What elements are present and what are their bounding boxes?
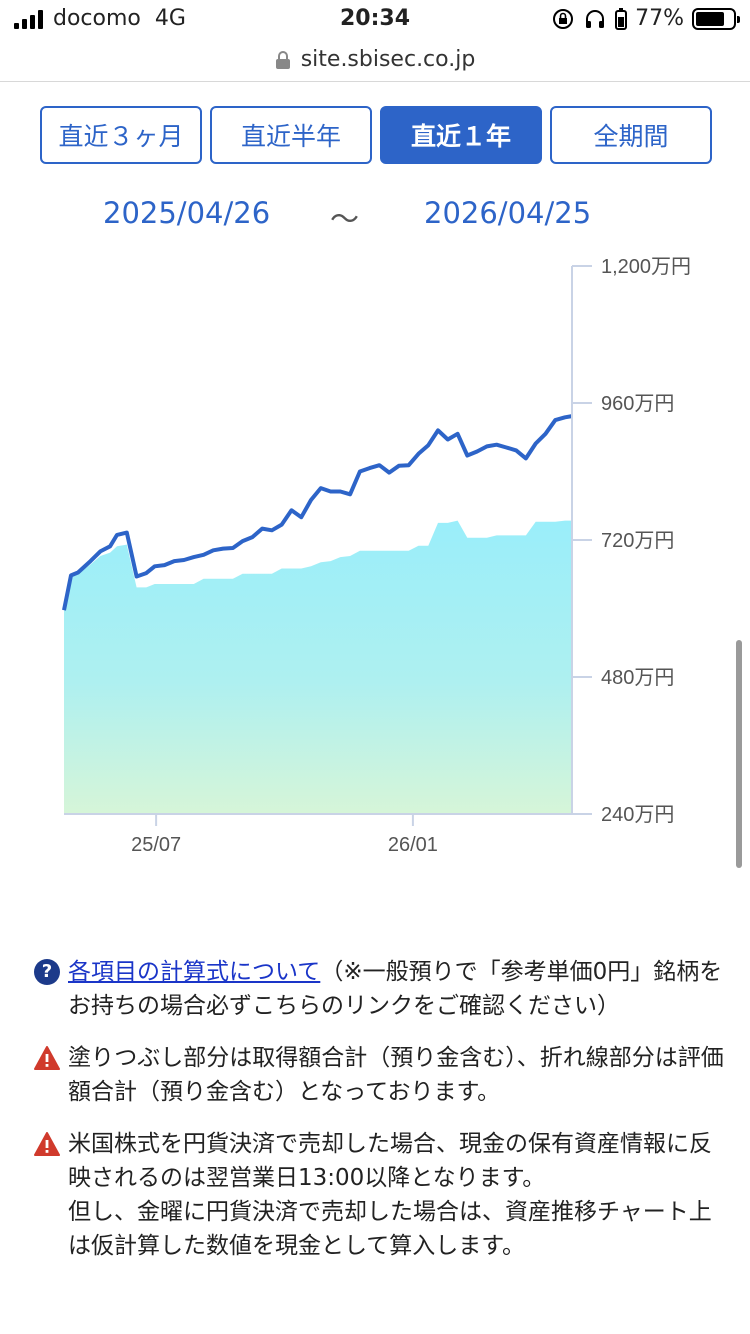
date-to[interactable]: 2026/04/25	[424, 196, 592, 230]
acquisition-area	[64, 520, 572, 814]
y-tick-label: 960万円	[601, 393, 674, 415]
warning-icon	[34, 1046, 60, 1070]
note-chart-legend: 塗りつぶし部分は取得額合計（預り金含む）、折れ線部分は評価額合計（預り金含む）と…	[34, 1041, 724, 1109]
period-3-months-button[interactable]: 直近３ヶ月	[40, 106, 202, 164]
note-text: 塗りつぶし部分は取得額合計（預り金含む）、折れ線部分は評価額合計（預り金含む）と…	[68, 1045, 724, 1105]
notes-section: ? 各項目の計算式について（※一般預りで「参考単価0円」銘柄をお持ちの場合必ずこ…	[34, 955, 724, 1281]
help-icon[interactable]: ?	[34, 959, 60, 985]
network-type: 4G	[154, 6, 186, 31]
date-separator: ～	[330, 202, 360, 236]
note-text-body: （※一般預りで「参考単価0円」銘柄をお持ちの場合必ずこちらのリンクをご確認くださ…	[68, 959, 723, 1019]
battery-percent: 77%	[635, 6, 684, 31]
asset-trend-chart: 1,200万円 960万円 720万円 480万円 240万円 25/07 26/01	[62, 256, 691, 856]
x-tick-label: 25/07	[131, 834, 181, 856]
period-1-year-button[interactable]: 直近１年	[380, 106, 542, 164]
y-tick-label: 720万円	[601, 530, 674, 552]
note-text-line1: 米国株式を円貨決済で売却した場合、現金の保有資産情報に反映されるのは翌営業日13…	[68, 1131, 712, 1191]
clock: 20:34	[339, 6, 411, 31]
battery-icon	[692, 7, 740, 30]
carrier-name: docomo	[53, 6, 141, 31]
signal-icon	[14, 9, 43, 29]
note-us-stock: 米国株式を円貨決済で売却した場合、現金の保有資産情報に反映されるのは翌営業日13…	[34, 1127, 724, 1263]
date-range: 2025/04/26 ～ 2026/04/25	[0, 196, 750, 240]
period-selector: 直近３ヶ月 直近半年 直近１年 全期間	[40, 106, 712, 164]
x-tick-label: 26/01	[388, 834, 438, 856]
period-all-button[interactable]: 全期間	[550, 106, 712, 164]
calculation-link[interactable]: 各項目の計算式について	[68, 959, 321, 985]
carrier-info: docomo 4G	[14, 6, 186, 31]
valuation-line	[62, 414, 573, 611]
note-text: 米国株式を円貨決済で売却した場合、現金の保有資産情報に反映されるのは翌営業日13…	[68, 1127, 724, 1263]
rotation-lock-icon	[553, 8, 574, 29]
url-bar[interactable]: site.sbisec.co.jp	[0, 38, 750, 82]
note-calculation: ? 各項目の計算式について（※一般預りで「参考単価0円」銘柄をお持ちの場合必ずこ…	[34, 955, 724, 1023]
battery-vertical-icon	[615, 7, 628, 30]
lock-icon	[275, 50, 290, 69]
scrollbar[interactable]	[736, 640, 742, 868]
note-text-line2: 但し、金曜に円貨決済で売却した場合は、資産推移チャート上は仮計算した数値を現金と…	[68, 1199, 712, 1259]
url-host: site.sbisec.co.jp	[300, 47, 476, 72]
status-right: 77%	[551, 6, 740, 31]
y-tick-label: 1,200万円	[601, 256, 691, 278]
date-from[interactable]: 2025/04/26	[103, 196, 271, 230]
chart-axes: 1,200万円 960万円 720万円 480万円 240万円 25/07 26/01	[64, 256, 691, 856]
status-bar: docomo 4G 20:34 77%	[0, 0, 750, 42]
period-6-months-button[interactable]: 直近半年	[210, 106, 372, 164]
y-tick-label: 480万円	[601, 667, 674, 689]
note-text: 各項目の計算式について（※一般預りで「参考単価0円」銘柄をお持ちの場合必ずこちら…	[68, 955, 724, 1023]
warning-icon	[34, 1132, 60, 1156]
chart-plot-area	[62, 414, 573, 814]
y-tick-label: 240万円	[601, 804, 674, 826]
headphones-icon	[586, 9, 605, 28]
